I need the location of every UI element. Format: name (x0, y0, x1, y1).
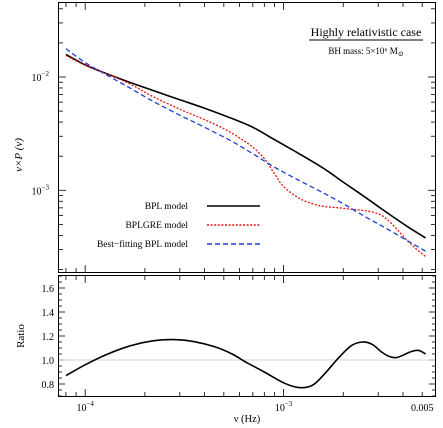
legend-label-bpl: BPL model (145, 202, 189, 212)
x-tick-label-exp: −3 (285, 400, 293, 408)
legend-label-bestfit: Best−fitting BPL model (97, 239, 188, 250)
sun-symbol: ⊙ (398, 50, 404, 58)
bottom-panel-frame (58, 275, 436, 397)
series-bpl-line (65, 53, 427, 239)
y-tick-label-base: 10 (32, 73, 42, 84)
x-tick-label-exp: −4 (86, 400, 94, 408)
annotation-sub-text: BH mass: 5×10⁶ M (328, 46, 397, 56)
y-tick-label: 1.4 (42, 308, 55, 319)
ratio-line (65, 338, 426, 389)
y-tick-label: 10−3 (32, 183, 50, 197)
bottom-panel-ticks: 0.81.01.21.41.610−4 10−3 0.005 (42, 275, 435, 414)
x-tick-label-base: 10 (76, 403, 86, 414)
y-tick-label: 10−2 (32, 70, 50, 84)
legend-label-bplgre: BPLGRE model (125, 221, 188, 231)
annotation-title: Highly relativistic case (311, 25, 422, 39)
y-tick-label-base: 10 (32, 186, 42, 197)
y-tick-label-exp: −3 (42, 183, 50, 191)
bottom-panel-series (65, 338, 426, 389)
x-axis-label: ν (Hz) (234, 414, 261, 425)
y-tick-label: 0.8 (42, 380, 55, 391)
y-tick-label: 1.6 (42, 284, 55, 295)
x-tick-label-base: 10 (275, 403, 285, 414)
series-bestfit-line (65, 48, 426, 252)
legend: BPL model BPLGRE model Best−fitting BPL … (97, 202, 260, 250)
y-tick-label: 1.2 (42, 332, 55, 343)
x-tick-label: 10−4 (76, 400, 94, 414)
top-panel-ticks: 10−210−3 (32, 3, 435, 272)
bottom-ylabel: Ratio (15, 324, 27, 348)
x-tick-label: 10−3 (275, 400, 293, 414)
top-panel-frame (58, 2, 436, 273)
annotation-subtitle: BH mass: 5×10⁶ M⊙ (328, 46, 403, 58)
top-panel-series (65, 48, 427, 258)
series-bplgre-line (65, 54, 427, 258)
top-ylabel: ν×P (ν) (13, 138, 25, 172)
x-tick-label: 0.005 (411, 403, 434, 414)
y-tick-label: 1.0 (42, 356, 55, 367)
y-tick-label-exp: −2 (42, 70, 50, 78)
